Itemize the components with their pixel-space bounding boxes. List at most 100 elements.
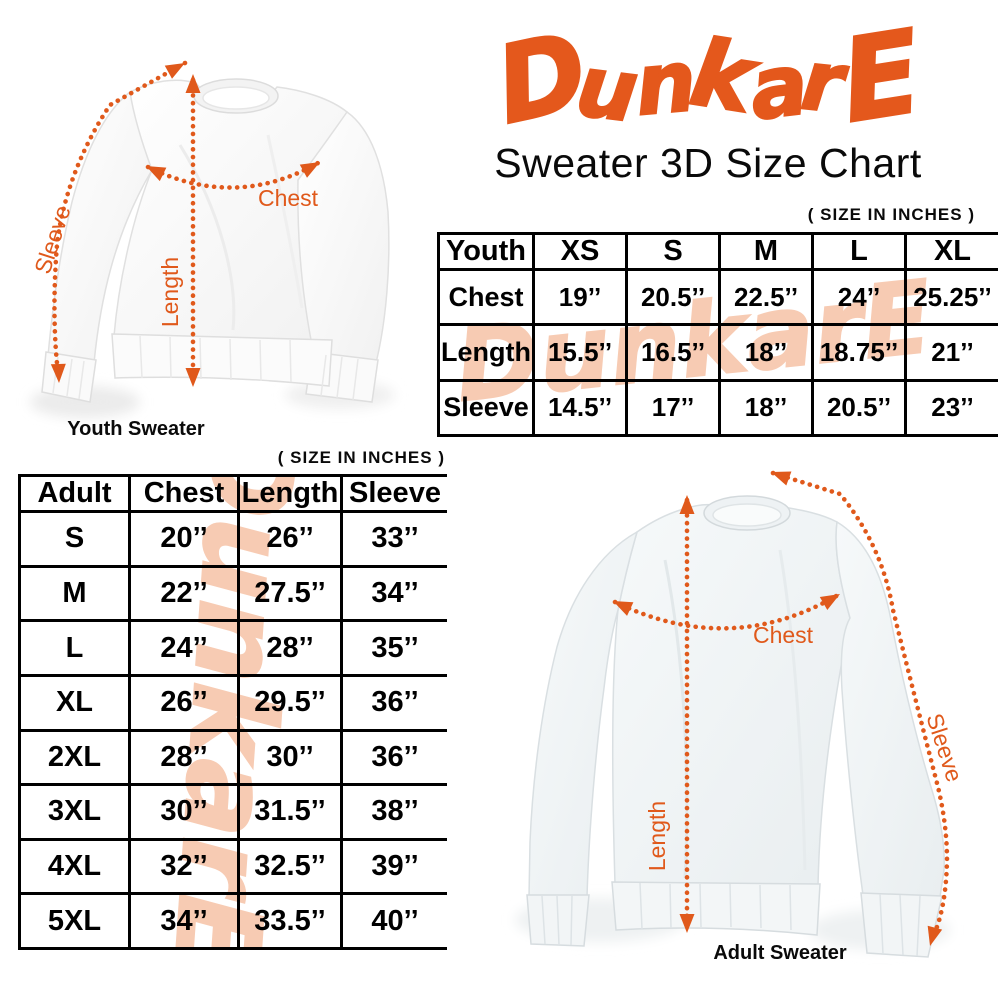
- row-label: 3XL: [18, 783, 131, 841]
- size-value: 36’’: [340, 673, 447, 732]
- youth-length-label: Length: [157, 257, 183, 327]
- chest-arrow: [145, 160, 321, 190]
- size-value: 32.5’’: [237, 837, 343, 896]
- size-value: 34’’: [340, 564, 447, 623]
- column-header: L: [811, 232, 907, 271]
- youth-size-units-note: ( SIZE IN INCHES ): [807, 205, 975, 224]
- size-value: 18.75’’: [811, 323, 907, 382]
- row-label: M: [18, 564, 131, 623]
- size-value: 35’’: [340, 619, 447, 677]
- row-label: Sleeve: [437, 378, 535, 437]
- size-value: 18’’: [718, 378, 814, 437]
- adult-size-table: Adult Chest Length Sleeve S 20’’ 26’’ 33’’ M 22’’…: [18, 474, 447, 950]
- size-value: 16.5’’: [625, 323, 721, 382]
- column-header: XS: [532, 232, 628, 271]
- youth-sweater-illustration: [30, 78, 395, 418]
- adult-measurement-arrows: [612, 470, 950, 944]
- size-value: 34’’: [128, 892, 240, 950]
- size-value: 25.25’’: [904, 267, 998, 327]
- size-value: 14.5’’: [532, 378, 628, 437]
- youth-table-container: DunkarE Youth XS S M L XL Chest 19’’ 20.5’’ 22.5’…: [437, 232, 998, 437]
- row-label: L: [18, 619, 131, 677]
- size-value: 24’’: [811, 267, 907, 327]
- header-row: Youth XS S M L XL: [437, 232, 998, 271]
- size-value: 28’’: [128, 728, 240, 787]
- size-row-XL: XL 26’’ 29.5’’ 36’’: [18, 673, 447, 732]
- size-value: 32’’: [128, 837, 240, 896]
- row-label: 4XL: [18, 837, 131, 896]
- adult-arrowheads: [613, 471, 943, 946]
- size-value: 30’’: [237, 728, 343, 787]
- size-row-S: S 20’’ 26’’ 33’’: [18, 510, 447, 568]
- adult-table-container: DunkarE Adult Chest Length Sleeve S 20’’ 26’’ 3…: [18, 474, 447, 950]
- column-header: Chest: [128, 474, 240, 513]
- size-row-2XL: 2XL 28’’ 30’’ 36’’: [18, 728, 447, 787]
- size-row-Length: Length 15.5’’ 16.5’’ 18’’ 18.75’’ 21’’: [437, 323, 998, 382]
- size-value: 31.5’’: [237, 783, 343, 841]
- adult-size-units-note: ( SIZE IN INCHES ): [277, 448, 445, 467]
- size-row-3XL: 3XL 30’’ 31.5’’ 38’’: [18, 783, 447, 841]
- size-value: 23’’: [904, 378, 998, 437]
- youth-size-table: Youth XS S M L XL Chest 19’’ 20.5’’ 22.5’’ 24’’ 25.…: [437, 232, 998, 437]
- chest-arrow: [612, 592, 841, 631]
- row-label: 5XL: [18, 892, 131, 950]
- adult-chest-label: Chest: [753, 622, 814, 648]
- size-value: 20.5’’: [811, 378, 907, 437]
- youth-diagram-caption: Youth Sweater: [67, 418, 205, 440]
- size-value: 19’’: [532, 267, 628, 327]
- size-row-Chest: Chest 19’’ 20.5’’ 22.5’’ 24’’ 25.25’’: [437, 267, 998, 327]
- size-value: 22.5’’: [718, 267, 814, 327]
- logo-letter-E: E: [831, 3, 931, 149]
- sleeve-arrow: [52, 60, 188, 375]
- row-label: 2XL: [18, 728, 131, 787]
- size-value: 26’’: [237, 510, 343, 568]
- size-value: 18’’: [718, 323, 814, 382]
- size-value: 30’’: [128, 783, 240, 841]
- size-row-4XL: 4XL 32’’ 32.5’’ 39’’: [18, 837, 447, 896]
- header-row: Adult Chest Length Sleeve: [18, 474, 447, 513]
- size-value: 15.5’’: [532, 323, 628, 382]
- row-label: Length: [437, 323, 535, 382]
- youth-waistband: [111, 333, 333, 387]
- size-row-L: L 24’’ 28’’ 35’’: [18, 619, 447, 677]
- column-header: Adult: [18, 474, 131, 513]
- youth-chest-label: Chest: [258, 185, 319, 211]
- size-value: 39’’: [340, 837, 447, 896]
- size-value: 24’’: [128, 619, 240, 677]
- row-label: XL: [18, 673, 131, 732]
- size-value: 40’’: [340, 892, 447, 950]
- size-value: 26’’: [128, 673, 240, 732]
- youth-sweater-diagram: Chest Length Sleeve: [29, 60, 395, 418]
- column-header: Length: [237, 474, 343, 513]
- adult-hem-band: [611, 881, 821, 936]
- page-title: Sweater 3D Size Chart: [494, 140, 922, 186]
- column-header: Sleeve: [340, 474, 447, 513]
- size-value: 27.5’’: [237, 564, 343, 623]
- size-value: 20.5’’: [625, 267, 721, 327]
- size-value: 33.5’’: [237, 892, 343, 950]
- adult-length-label: Length: [644, 801, 670, 871]
- size-value: 33’’: [340, 510, 447, 568]
- row-label: S: [18, 510, 131, 568]
- column-header: XL: [904, 232, 998, 271]
- column-header: Youth: [437, 232, 535, 271]
- adult-sweater-illustration: [515, 495, 950, 958]
- adult-sweater-diagram: Chest Length Sleeve: [515, 470, 968, 958]
- size-value: 20’’: [128, 510, 240, 568]
- youth-arrowheads: [50, 63, 320, 387]
- size-value: 21’’: [904, 323, 998, 382]
- size-value: 28’’: [237, 619, 343, 677]
- size-value: 22’’: [128, 564, 240, 623]
- youth-measurement-arrows: [52, 60, 321, 383]
- sleeve-arrow: [770, 470, 950, 944]
- size-value: 38’’: [340, 783, 447, 841]
- column-header: M: [718, 232, 814, 271]
- size-value: 29.5’’: [237, 673, 343, 732]
- column-header: S: [625, 232, 721, 271]
- size-row-Sleeve: Sleeve 14.5’’ 17’’ 18’’ 20.5’’ 23’’: [437, 378, 998, 437]
- size-row-M: M 22’’ 27.5’’ 34’’: [18, 564, 447, 623]
- logo-letter-u: u: [570, 35, 644, 142]
- size-value: 36’’: [340, 728, 447, 787]
